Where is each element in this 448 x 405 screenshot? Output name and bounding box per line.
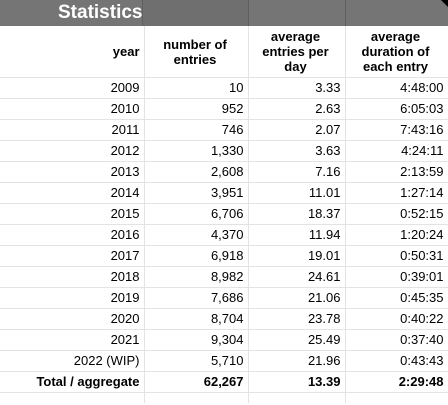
cell-year[interactable]: 2012 bbox=[0, 140, 145, 162]
column-divider bbox=[142, 0, 143, 26]
cell-duration[interactable]: 2:13:59 bbox=[345, 161, 448, 183]
cell-per-day[interactable]: 11.01 bbox=[248, 182, 346, 204]
cell-year[interactable]: 2017 bbox=[0, 245, 145, 267]
table-row: 2015 6,706 18.37 0:52:15 bbox=[0, 203, 448, 225]
cell-year[interactable]: 2018 bbox=[0, 266, 145, 288]
title-bar-cell[interactable] bbox=[142, 0, 248, 26]
cell-entries[interactable]: 2,608 bbox=[144, 161, 249, 183]
cell-per-day[interactable]: 2.07 bbox=[248, 119, 346, 141]
cell-entries[interactable]: 952 bbox=[144, 98, 249, 120]
table-row: 2016 4,370 11.94 1:20:24 bbox=[0, 224, 448, 246]
header-duration[interactable]: average duration of each entry bbox=[345, 26, 448, 78]
statistics-table: year number of entries average entries p… bbox=[0, 26, 448, 403]
table-row: 2013 2,608 7.16 2:13:59 bbox=[0, 161, 448, 183]
cell-duration[interactable]: 0:52:15 bbox=[345, 203, 448, 225]
cell-entries[interactable]: 8,704 bbox=[144, 308, 249, 330]
cell-entries[interactable]: 10 bbox=[144, 77, 249, 99]
cell-per-day[interactable]: 2.63 bbox=[248, 98, 346, 120]
table-row: 2009 10 3.33 4:48:00 bbox=[0, 77, 448, 99]
cell-duration[interactable]: 0:45:35 bbox=[345, 287, 448, 309]
cell-duration[interactable]: 0:50:31 bbox=[345, 245, 448, 267]
empty-cell[interactable] bbox=[345, 392, 448, 403]
cell-per-day[interactable]: 24.61 bbox=[248, 266, 346, 288]
cell-year[interactable]: 2011 bbox=[0, 119, 145, 141]
table-row: 2017 6,918 19.01 0:50:31 bbox=[0, 245, 448, 267]
table-row: 2018 8,982 24.61 0:39:01 bbox=[0, 266, 448, 288]
empty-cell[interactable] bbox=[248, 392, 346, 403]
table-row: 2020 8,704 23.78 0:40:22 bbox=[0, 308, 448, 330]
header-entries[interactable]: number of entries bbox=[144, 26, 249, 78]
cell-entries[interactable]: 6,706 bbox=[144, 203, 249, 225]
table-row: 2011 746 2.07 7:43:16 bbox=[0, 119, 448, 141]
table-row: 2022 (WIP) 5,710 21.96 0:43:43 bbox=[0, 350, 448, 372]
cell-per-day[interactable]: 11.94 bbox=[248, 224, 346, 246]
cell-year[interactable]: 2022 (WIP) bbox=[0, 350, 145, 372]
column-divider bbox=[345, 0, 346, 26]
cell-per-day[interactable]: 3.63 bbox=[248, 140, 346, 162]
column-divider bbox=[248, 0, 249, 26]
empty-cell[interactable] bbox=[144, 392, 249, 403]
total-entries[interactable]: 62,267 bbox=[144, 371, 249, 393]
cell-duration[interactable]: 0:39:01 bbox=[345, 266, 448, 288]
cell-per-day[interactable]: 3.33 bbox=[248, 77, 346, 99]
cell-entries[interactable]: 9,304 bbox=[144, 329, 249, 351]
empty-row bbox=[0, 392, 448, 403]
cell-per-day[interactable]: 7.16 bbox=[248, 161, 346, 183]
cell-year[interactable]: 2019 bbox=[0, 287, 145, 309]
cell-entries[interactable]: 6,918 bbox=[144, 245, 249, 267]
cell-duration[interactable]: 7:43:16 bbox=[345, 119, 448, 141]
cell-year[interactable]: 2013 bbox=[0, 161, 145, 183]
cell-year[interactable]: 2009 bbox=[0, 77, 145, 99]
table-row: 2010 952 2.63 6:05:03 bbox=[0, 98, 448, 120]
cell-duration[interactable]: 0:40:22 bbox=[345, 308, 448, 330]
cell-entries[interactable]: 5,710 bbox=[144, 350, 249, 372]
cell-duration[interactable]: 4:48:00 bbox=[345, 77, 448, 99]
cell-per-day[interactable]: 23.78 bbox=[248, 308, 346, 330]
cell-per-day[interactable]: 19.01 bbox=[248, 245, 346, 267]
cell-entries[interactable]: 3,951 bbox=[144, 182, 249, 204]
header-per-day[interactable]: average entries per day bbox=[248, 26, 346, 78]
total-label[interactable]: Total / aggregate bbox=[0, 371, 145, 393]
header-row: year number of entries average entries p… bbox=[0, 26, 448, 78]
sheet-title: Statistics bbox=[58, 2, 143, 23]
cell-entries[interactable]: 4,370 bbox=[144, 224, 249, 246]
cell-per-day[interactable]: 21.96 bbox=[248, 350, 346, 372]
header-year[interactable]: year bbox=[0, 26, 145, 78]
cell-year[interactable]: 2014 bbox=[0, 182, 145, 204]
cell-year[interactable]: 2015 bbox=[0, 203, 145, 225]
table-row: 2019 7,686 21.06 0:45:35 bbox=[0, 287, 448, 309]
total-per-day[interactable]: 13.39 bbox=[248, 371, 346, 393]
cell-per-day[interactable]: 18.37 bbox=[248, 203, 346, 225]
cell-entries[interactable]: 8,982 bbox=[144, 266, 249, 288]
empty-cell[interactable] bbox=[0, 392, 145, 403]
cell-per-day[interactable]: 25.49 bbox=[248, 329, 346, 351]
cell-duration[interactable]: 4:24:11 bbox=[345, 140, 448, 162]
cell-entries[interactable]: 7,686 bbox=[144, 287, 249, 309]
cell-entries[interactable]: 1,330 bbox=[144, 140, 249, 162]
total-duration[interactable]: 2:29:48 bbox=[345, 371, 448, 393]
cell-duration[interactable]: 6:05:03 bbox=[345, 98, 448, 120]
cell-year[interactable]: 2021 bbox=[0, 329, 145, 351]
table-row: 2021 9,304 25.49 0:37:40 bbox=[0, 329, 448, 351]
cell-per-day[interactable]: 21.06 bbox=[248, 287, 346, 309]
cell-duration[interactable]: 0:37:40 bbox=[345, 329, 448, 351]
comment-marker-icon bbox=[441, 0, 448, 7]
total-row: Total / aggregate 62,267 13.39 2:29:48 bbox=[0, 371, 448, 393]
cell-duration[interactable]: 1:27:14 bbox=[345, 182, 448, 204]
cell-year[interactable]: 2016 bbox=[0, 224, 145, 246]
table-row: 2014 3,951 11.01 1:27:14 bbox=[0, 182, 448, 204]
cell-year[interactable]: 2010 bbox=[0, 98, 145, 120]
cell-duration[interactable]: 0:43:43 bbox=[345, 350, 448, 372]
cell-entries[interactable]: 746 bbox=[144, 119, 249, 141]
cell-duration[interactable]: 1:20:24 bbox=[345, 224, 448, 246]
cell-year[interactable]: 2020 bbox=[0, 308, 145, 330]
title-bar: Statistics bbox=[0, 0, 448, 26]
table-row: 2012 1,330 3.63 4:24:11 bbox=[0, 140, 448, 162]
